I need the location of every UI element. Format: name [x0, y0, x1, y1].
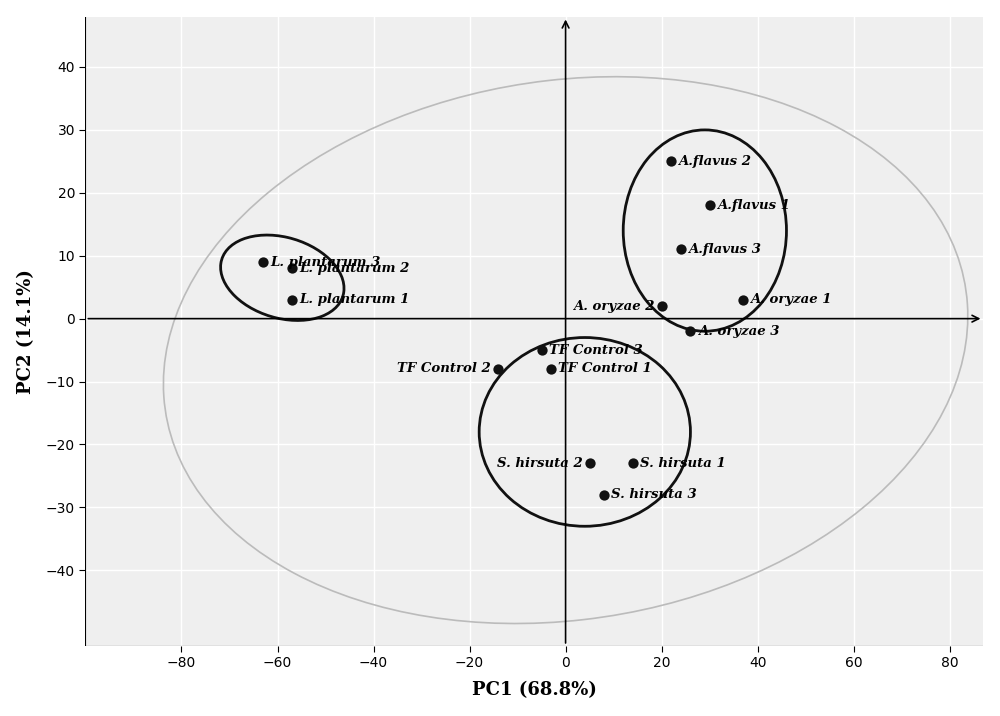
Point	[255, 256, 271, 268]
Point	[735, 294, 751, 306]
Text: A. oryzae 3: A. oryzae 3	[698, 325, 779, 338]
Text: A.flavus 2: A.flavus 2	[678, 155, 751, 168]
Text: L. plantarum 1: L. plantarum 1	[299, 294, 409, 306]
Point	[490, 363, 506, 374]
Text: A. oryzae 2: A. oryzae 2	[573, 299, 654, 313]
Point	[582, 458, 598, 469]
Text: A. oryzae 1: A. oryzae 1	[750, 294, 832, 306]
Text: TF Control 1: TF Control 1	[558, 362, 652, 375]
Point	[284, 263, 300, 274]
Y-axis label: PC2 (14.1%): PC2 (14.1%)	[17, 268, 35, 394]
Point	[625, 458, 641, 469]
Point	[673, 243, 689, 255]
Text: S. hirsuta 2: S. hirsuta 2	[497, 457, 582, 470]
Point	[534, 344, 550, 356]
Text: A.flavus 3: A.flavus 3	[688, 243, 761, 256]
Point	[543, 363, 559, 374]
Point	[596, 489, 612, 500]
Text: A.flavus 1: A.flavus 1	[717, 199, 790, 212]
Point	[702, 200, 718, 211]
Text: S. hirsuta 1: S. hirsuta 1	[640, 457, 726, 470]
Point	[284, 294, 300, 306]
Point	[682, 326, 698, 337]
Text: L. plantarum 3: L. plantarum 3	[270, 256, 381, 268]
Text: L. plantarum 2: L. plantarum 2	[299, 262, 409, 275]
Point	[654, 300, 670, 311]
Text: TF Control 3: TF Control 3	[549, 344, 643, 357]
Text: TF Control 2: TF Control 2	[397, 362, 491, 375]
Point	[663, 155, 679, 167]
X-axis label: PC1 (68.8%): PC1 (68.8%)	[472, 682, 597, 700]
Text: S. hirsuta 3: S. hirsuta 3	[611, 488, 697, 501]
